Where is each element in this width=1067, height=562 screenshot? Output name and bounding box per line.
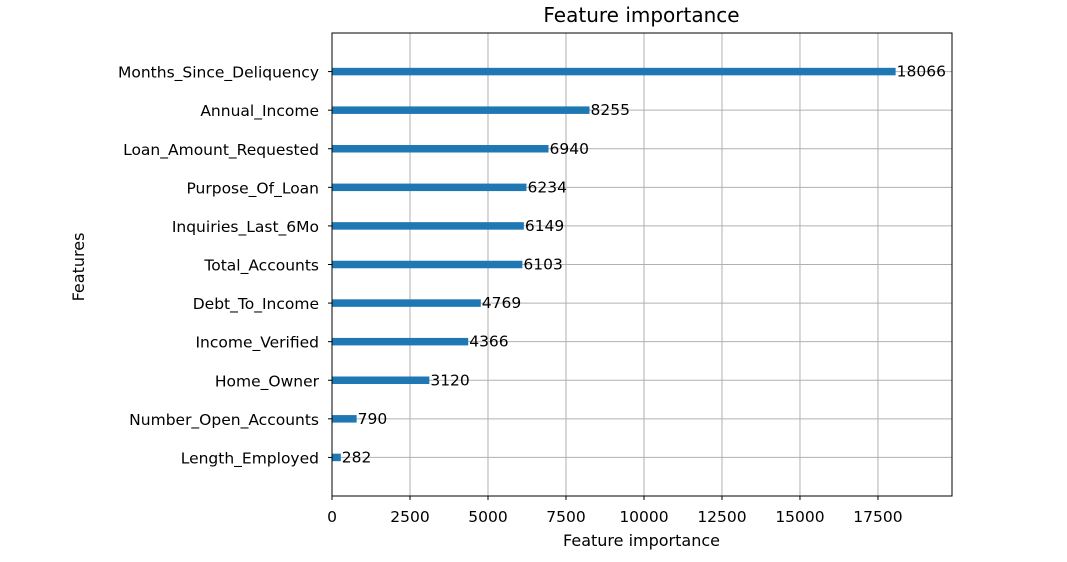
x-tick-label: 15000 (775, 508, 824, 526)
bar (332, 453, 341, 462)
bar (332, 337, 469, 346)
x-tick-label: 7500 (546, 508, 585, 526)
y-tick-label: Loan_Amount_Requested (123, 141, 319, 160)
bar (332, 299, 481, 307)
bar-value-label: 18066 (897, 63, 946, 81)
y-axis-label: Features (69, 233, 88, 302)
x-ticks: 0 2500 5000 7500 10000 12500 15000 17500 (327, 496, 903, 526)
x-tick-label: 0 (327, 508, 337, 526)
x-tick-label: 10000 (619, 508, 668, 526)
x-tick-label: 12500 (697, 508, 746, 526)
y-tick-label: Income_Verified (195, 334, 319, 353)
bar (332, 376, 430, 384)
y-tick-label: Annual_Income (200, 102, 319, 121)
chart-title: Feature importance (543, 3, 739, 27)
y-tick-label: Purpose_Of_Loan (186, 179, 319, 198)
x-tick-label: 2500 (390, 508, 429, 526)
bar (332, 415, 357, 423)
bar (332, 106, 590, 114)
y-tick-label: Number_Open_Accounts (129, 411, 319, 430)
bar (332, 67, 896, 76)
bar-value-label: 6940 (550, 140, 589, 158)
y-tick-label: Months_Since_Deliquency (118, 64, 319, 83)
bar-value-label: 8255 (591, 101, 630, 119)
value-labels: 18066 8255 6940 6234 6149 6103 4769 4366 3120 790… (342, 63, 946, 467)
x-tick-label: 5000 (468, 508, 507, 526)
bar-value-label: 4769 (482, 294, 521, 312)
bar (332, 260, 523, 269)
bar-value-label: 6149 (525, 217, 564, 235)
x-tick-label: 17500 (853, 508, 902, 526)
bar (332, 183, 527, 192)
bar-value-label: 4366 (469, 333, 508, 351)
bar-value-label: 6103 (523, 256, 562, 274)
y-tick-label: Total_Accounts (203, 257, 319, 276)
y-ticks: Months_Since_Deliquency Annual_Income Loan… (118, 64, 332, 468)
bar (332, 145, 549, 153)
bar-value-label: 790 (358, 410, 388, 428)
bar-value-label: 282 (342, 448, 372, 466)
y-tick-label: Home_Owner (215, 372, 320, 391)
bar-value-label: 6234 (527, 178, 566, 196)
y-tick-label: Inquiries_Last_6Mo (172, 218, 319, 237)
bars (332, 67, 896, 462)
y-tick-label: Length_Employed (181, 449, 319, 468)
bar-value-label: 3120 (430, 371, 469, 389)
y-tick-label: Debt_To_Income (193, 295, 319, 314)
bar (332, 222, 524, 230)
x-axis-label: Feature importance (563, 531, 720, 550)
